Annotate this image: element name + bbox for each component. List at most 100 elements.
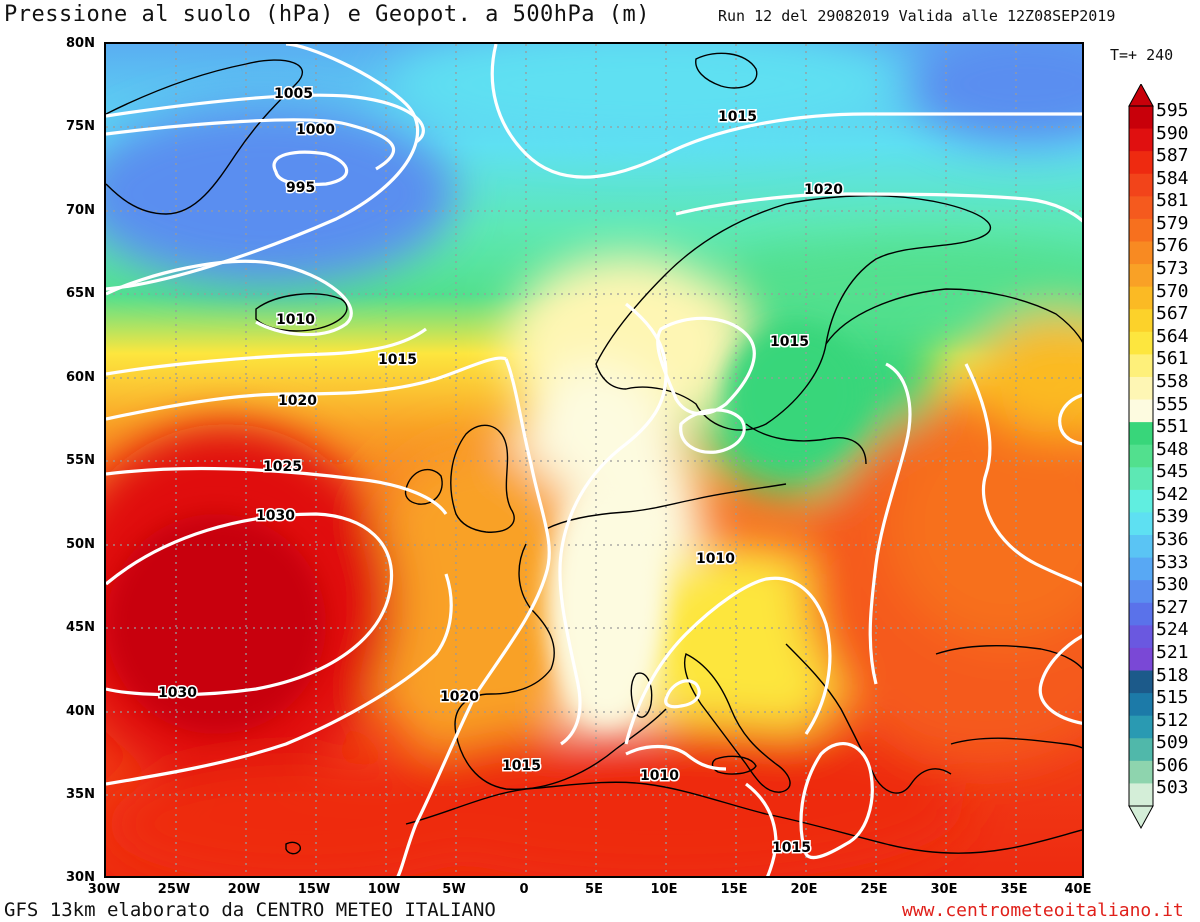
lat-label-75n: 75N (66, 119, 95, 134)
legend-swatch (1129, 602, 1153, 626)
lon-label-10e: 10E (650, 882, 678, 897)
run-info: Run 12 del 29082019 Valida alle 12Z08SEP… (718, 7, 1116, 25)
legend-swatch (1129, 535, 1153, 559)
lon-label-25e: 25E (860, 882, 888, 897)
isobar-label: 1000 (296, 122, 335, 138)
legend-swatch (1129, 399, 1153, 423)
legend-swatch (1129, 738, 1153, 762)
legend-swatch (1129, 670, 1153, 694)
isobar-label: 1015 (772, 840, 811, 856)
lat-label-45n: 45N (66, 620, 95, 635)
legend-value: 584 (1156, 167, 1189, 189)
legend-value: 564 (1156, 325, 1189, 347)
legend-value: 558 (1156, 370, 1189, 392)
legend-swatch (1129, 783, 1153, 807)
isobar-label: 1015 (378, 352, 417, 368)
lon-label-35e: 35E (1000, 882, 1028, 897)
legend-swatch (1129, 354, 1153, 378)
legend-value: 530 (1156, 574, 1189, 596)
legend-swatch (1129, 557, 1153, 581)
lon-label-25w: 25W (157, 882, 191, 897)
legend-value: 527 (1156, 596, 1189, 618)
legend-value: 512 (1156, 709, 1189, 731)
legend-swatch (1129, 241, 1153, 265)
lon-label-15w: 15W (297, 882, 331, 897)
legend-value: 567 (1156, 303, 1189, 325)
legend-value: 561 (1156, 348, 1189, 370)
legend-value: 518 (1156, 664, 1189, 686)
legend-value: 536 (1156, 529, 1189, 551)
geopotential-detail (106, 324, 866, 734)
isobar-label: 1030 (256, 508, 295, 524)
lon-label-5w: 5W (442, 882, 466, 897)
legend-swatch (1129, 173, 1153, 197)
legend-swatch (1129, 196, 1153, 220)
legend-swatch (1129, 422, 1153, 446)
legend-value: 548 (1156, 438, 1189, 460)
isobar-label: 1015 (770, 334, 809, 350)
legend-arrow-top (1128, 84, 1154, 107)
legend-swatch (1129, 489, 1153, 513)
isobar-label: 1030 (158, 685, 197, 701)
legend-value: 539 (1156, 506, 1189, 528)
legend-value: 576 (1156, 235, 1189, 257)
isobars (106, 44, 1082, 876)
lon-label-15e: 15E (720, 882, 748, 897)
legend-swatch (1129, 467, 1153, 491)
legend-swatch (1129, 331, 1153, 355)
legend-swatch (1129, 580, 1153, 604)
isobar-label: 1020 (804, 182, 843, 198)
forecast-step: T=+ 240 (1110, 46, 1174, 64)
legend-value: 533 (1156, 551, 1189, 573)
legend-value: 524 (1156, 619, 1189, 641)
legend-swatch (1129, 760, 1153, 784)
lat-label-55n: 55N (66, 453, 95, 468)
lat-label-35n: 35N (66, 787, 95, 802)
legend-value: 555 (1156, 393, 1189, 415)
isobar-label: 1010 (696, 551, 735, 567)
legend-swatch (1129, 286, 1153, 310)
legend-value: 573 (1156, 258, 1189, 280)
isobar-label: 995 (286, 180, 315, 196)
legend-swatch (1129, 106, 1153, 130)
legend-arrow-bottom (1128, 805, 1154, 830)
lat-label-60n: 60N (66, 370, 95, 385)
legend-value: 581 (1156, 190, 1189, 212)
legend-colorbar (1128, 84, 1154, 830)
legend-swatch (1129, 512, 1153, 536)
lat-label-30n: 30N (66, 870, 95, 885)
lon-label-10w: 10W (367, 882, 401, 897)
lon-label-0: 0 (519, 882, 529, 897)
legend-swatch (1129, 693, 1153, 717)
lat-label-80n: 80N (66, 36, 95, 51)
lat-label-65n: 65N (66, 286, 95, 301)
isobar-label: 1020 (440, 689, 479, 705)
lat-label-40n: 40N (66, 704, 95, 719)
legend-swatch (1129, 715, 1153, 739)
legend-swatch (1129, 151, 1153, 175)
legend-value: 590 (1156, 122, 1189, 144)
lon-label-20e: 20E (790, 882, 818, 897)
legend-value: 509 (1156, 732, 1189, 754)
forecast-map: 1005 1000 995 1015 1020 1010 1015 1020 1… (104, 42, 1084, 878)
isobar-label: 1015 (718, 109, 757, 125)
isobar-labels: 1005 1000 995 1015 1020 1010 1015 1020 1… (157, 85, 845, 858)
legend-value: 595 (1156, 100, 1189, 121)
isobar-label: 1020 (278, 393, 317, 409)
legend-value: 521 (1156, 641, 1189, 663)
website-link[interactable]: www.centrometeoitaliano.it (902, 900, 1184, 921)
isobar-label: 1005 (274, 86, 313, 102)
coastlines (106, 52, 1082, 855)
isobar-label: 1025 (263, 459, 302, 475)
legend-swatch (1129, 444, 1153, 468)
legend-value: 587 (1156, 145, 1189, 167)
legend-swatch (1129, 218, 1153, 242)
legend-swatch (1129, 647, 1153, 672)
lon-label-30w: 30W (87, 882, 121, 897)
lon-label-5e: 5E (585, 882, 603, 897)
lon-label-40e: 40E (1064, 882, 1092, 897)
legend-value: 506 (1156, 754, 1189, 776)
map-title: Pressione al suolo (hPa) e Geopot. a 500… (4, 2, 651, 27)
legend-swatch (1129, 309, 1153, 333)
lat-label-70n: 70N (66, 203, 95, 218)
